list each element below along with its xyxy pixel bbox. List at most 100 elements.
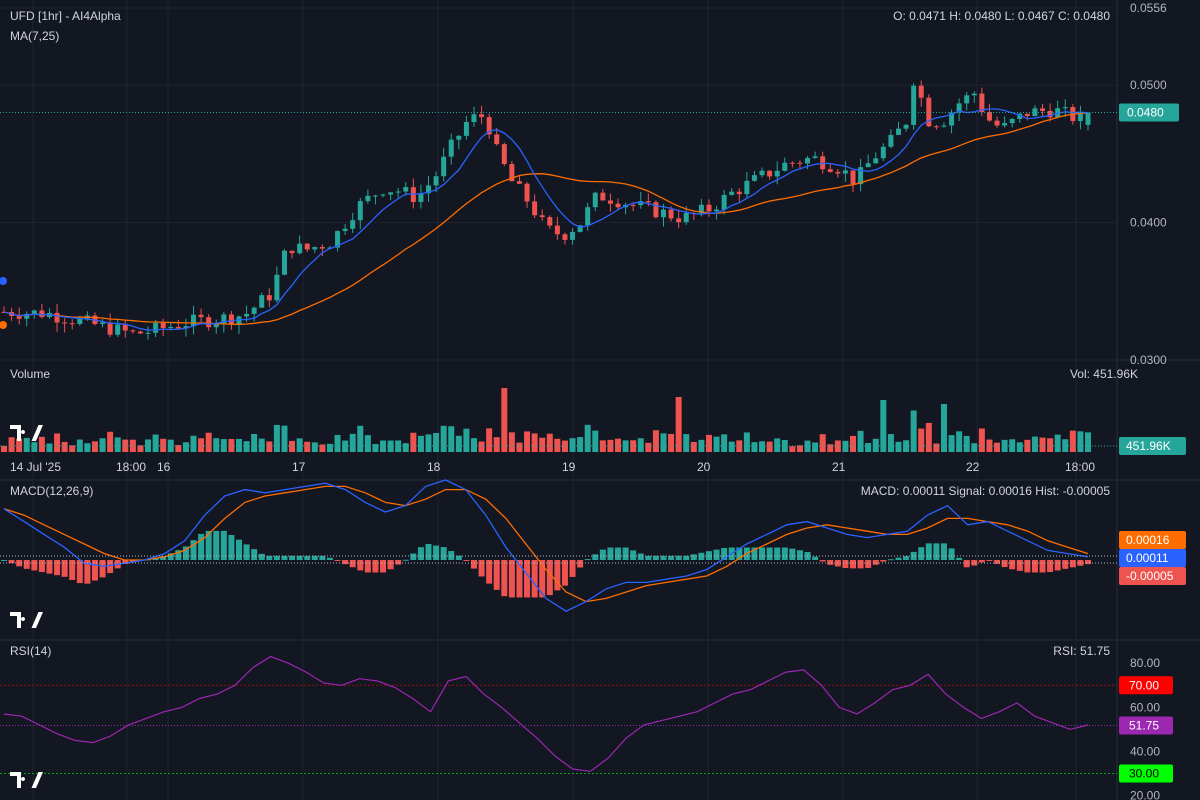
volume-bar[interactable] — [880, 400, 887, 452]
volume-bar[interactable] — [478, 441, 485, 452]
candle-up[interactable] — [448, 139, 454, 157]
macd-histogram-bar[interactable] — [364, 560, 371, 573]
candle-up[interactable] — [297, 243, 303, 254]
volume-bar[interactable] — [554, 438, 561, 452]
candle-down[interactable] — [797, 162, 803, 164]
macd-histogram-bar[interactable] — [190, 540, 197, 560]
volume-bar[interactable] — [622, 440, 629, 452]
macd-histogram-bar[interactable] — [319, 555, 326, 560]
volume-bar[interactable] — [789, 446, 796, 452]
volume-bar[interactable] — [508, 432, 515, 452]
volume-bar[interactable] — [895, 441, 902, 452]
macd-histogram-bar[interactable] — [1009, 560, 1016, 570]
macd-histogram-bar[interactable] — [524, 560, 531, 598]
macd-histogram-bar[interactable] — [683, 555, 690, 560]
volume-bar[interactable] — [963, 435, 970, 452]
candle-up[interactable] — [751, 175, 757, 181]
macd-histogram-bar[interactable] — [38, 560, 45, 573]
volume-bar[interactable] — [38, 436, 45, 452]
macd-histogram-bar[interactable] — [1031, 560, 1038, 573]
macd-histogram-bar[interactable] — [971, 560, 978, 566]
macd-histogram-bar[interactable] — [531, 560, 538, 598]
candle-down[interactable] — [266, 295, 272, 301]
candle-up[interactable] — [251, 307, 257, 314]
candle-down[interactable] — [228, 314, 234, 325]
candle-down[interactable] — [1047, 110, 1053, 118]
candle-down[interactable] — [1040, 108, 1046, 111]
macd-histogram-bar[interactable] — [698, 552, 705, 560]
candle-down[interactable] — [532, 201, 538, 216]
candle-down[interactable] — [16, 315, 22, 319]
macd-histogram-bar[interactable] — [607, 547, 614, 560]
macd-histogram-bar[interactable] — [539, 560, 546, 598]
macd-histogram-bar[interactable] — [91, 560, 98, 581]
candle-down[interactable] — [547, 217, 553, 226]
volume-bar[interactable] — [857, 430, 864, 452]
volume-bar[interactable] — [812, 442, 819, 452]
volume-bar[interactable] — [273, 424, 280, 452]
macd-histogram-bar[interactable] — [304, 555, 311, 560]
candle-up[interactable] — [350, 220, 356, 229]
volume-bar[interactable] — [326, 443, 333, 452]
macd-histogram-bar[interactable] — [546, 560, 553, 596]
candle-up[interactable] — [660, 209, 666, 218]
macd-histogram-bar[interactable] — [1016, 560, 1023, 571]
macd-histogram-bar[interactable] — [903, 556, 910, 560]
volume-bar[interactable] — [781, 440, 788, 452]
volume-bar[interactable] — [774, 438, 781, 452]
candle-up[interactable] — [585, 207, 591, 226]
candle-up[interactable] — [880, 146, 886, 159]
volume-bar[interactable] — [417, 435, 424, 452]
candle-up[interactable] — [388, 192, 394, 195]
macd-histogram-bar[interactable] — [994, 560, 1001, 564]
volume-bar[interactable] — [410, 432, 417, 452]
volume-bar[interactable] — [433, 432, 440, 452]
volume-bar[interactable] — [205, 432, 212, 452]
volume-bar[interactable] — [258, 438, 265, 452]
candle-up[interactable] — [213, 323, 219, 328]
volume-bar[interactable] — [364, 435, 371, 452]
candle-down[interactable] — [130, 330, 136, 332]
macd-histogram-bar[interactable] — [463, 560, 470, 561]
macd-histogram-bar[interactable] — [266, 555, 273, 560]
macd-histogram-bar[interactable] — [46, 560, 53, 574]
macd-histogram-bar[interactable] — [668, 555, 675, 560]
volume-bar[interactable] — [652, 430, 659, 452]
volume-bar[interactable] — [167, 439, 174, 452]
candle-up[interactable] — [964, 95, 970, 104]
volume-bar[interactable] — [872, 438, 879, 452]
candle-down[interactable] — [676, 218, 682, 223]
volume-bar[interactable] — [842, 440, 849, 452]
volume-bar[interactable] — [501, 388, 508, 452]
macd-histogram-bar[interactable] — [69, 560, 76, 580]
macd-histogram-bar[interactable] — [857, 560, 864, 569]
macd-histogram-bar[interactable] — [592, 554, 599, 560]
macd-histogram-bar[interactable] — [107, 560, 114, 574]
volume-bar[interactable] — [281, 425, 288, 452]
volume-bar[interactable] — [425, 434, 432, 452]
volume-bar[interactable] — [1069, 430, 1076, 452]
volume-bar[interactable] — [455, 435, 462, 452]
volume-bar[interactable] — [956, 431, 963, 452]
macd-histogram-bar[interactable] — [918, 547, 925, 560]
candle-up[interactable] — [168, 326, 174, 329]
candle-down[interactable] — [509, 164, 515, 182]
macd-histogram-bar[interactable] — [850, 560, 857, 569]
volume-bar[interactable] — [296, 438, 303, 452]
macd-histogram-bar[interactable] — [986, 560, 993, 561]
volume-bar[interactable] — [546, 433, 553, 452]
macd-histogram-bar[interactable] — [963, 560, 970, 568]
volume-bar[interactable] — [1077, 431, 1084, 452]
macd-histogram-bar[interactable] — [258, 553, 265, 560]
macd-histogram-bar[interactable] — [160, 556, 167, 560]
macd-histogram-bar[interactable] — [402, 559, 409, 561]
volume-bar[interactable] — [190, 435, 197, 452]
macd-histogram-bar[interactable] — [425, 543, 432, 560]
macd-histogram-bar[interactable] — [349, 560, 356, 568]
candle-up[interactable] — [403, 187, 409, 192]
volume-bar[interactable] — [91, 441, 98, 452]
macd-histogram-bar[interactable] — [660, 555, 667, 560]
candle-up[interactable] — [971, 93, 977, 96]
volume-bar[interactable] — [357, 425, 364, 452]
macd-histogram-bar[interactable] — [645, 555, 652, 560]
